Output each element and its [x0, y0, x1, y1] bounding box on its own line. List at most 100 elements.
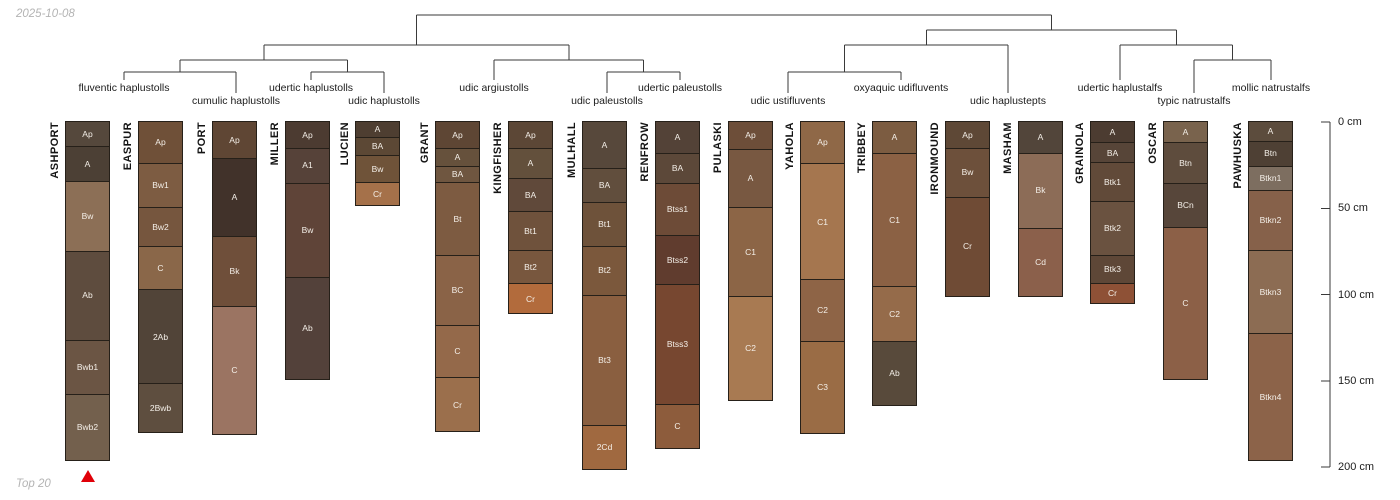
profile-name-label: IRONMOUND [929, 122, 941, 195]
soil-profile-grainola: GRAINOLA A BA Btk1 Btk2 Btk3 Cr [1074, 121, 1135, 304]
horizon-label: Btn [1179, 157, 1192, 168]
soil-profile-renfrow: RENFROW A BA Btss1 Btss2 Btss3 C [639, 121, 700, 449]
horizon-label: BCn [1177, 199, 1194, 210]
soil-horizon: A [1090, 121, 1135, 144]
horizon-label: Cr [453, 399, 462, 410]
horizon-label: C2 [745, 343, 756, 353]
soil-horizon: Cr [508, 283, 553, 315]
soil-horizon: Ap [138, 121, 183, 165]
profile-name-label: MASHAM [1002, 122, 1014, 174]
soil-profile-kingfisher: KINGFISHER Ap A BA Bt1 Bt2 Cr [492, 121, 553, 315]
depth-tick-label: 50 cm [1338, 202, 1368, 215]
soil-horizon: C2 [728, 295, 773, 401]
horizon-label: Cr [1108, 288, 1117, 299]
profile-name-label: YAHOLA [784, 122, 796, 170]
soil-horizon: A [655, 121, 700, 154]
horizon-label: A [1109, 126, 1116, 137]
taxon-label: oxyaquic udifluvents [853, 82, 949, 94]
horizon-label: Ap [962, 129, 973, 140]
horizon-label: Btk1 [1103, 176, 1121, 187]
taxon-label: udic haplustolls [348, 95, 420, 107]
soil-horizon: Bk [212, 236, 257, 307]
soil-horizon: Bw [945, 147, 990, 198]
soil-horizon: Cd [1018, 227, 1063, 297]
horizon-label: BA [451, 168, 464, 179]
horizon-label: BA [671, 163, 684, 174]
horizon-label: Btss2 [666, 255, 689, 266]
horizon-label: Bt2 [598, 265, 611, 276]
horizon-label: C1 [817, 216, 828, 227]
horizon-label: BA [371, 141, 384, 152]
depth-tick-label: 0 cm [1338, 116, 1362, 128]
soil-profile-port: PORT Ap A Bk C [196, 121, 257, 436]
taxon-label: udertic haplustolls [268, 82, 354, 94]
soil-horizon: C [1163, 226, 1208, 381]
profile-name-label: OSCAR [1147, 122, 1159, 164]
horizon-label: A [527, 157, 534, 168]
soil-horizon: C1 [800, 163, 845, 281]
soil-horizon: A [212, 157, 257, 238]
soil-horizon: BA [508, 177, 553, 213]
horizon-label: Cd [1035, 256, 1046, 267]
soil-horizon: A [582, 121, 627, 170]
horizon-label: Btss3 [666, 339, 689, 350]
soil-horizon: Ab [285, 276, 330, 381]
horizon-label: 2Cd [596, 441, 613, 452]
soil-horizon: Cr [945, 196, 990, 297]
horizon-label: C2 [817, 305, 828, 316]
horizon-label: Ap [745, 130, 756, 141]
soil-horizon: Ap [945, 121, 990, 149]
horizon-label: Bw [961, 167, 974, 178]
soil-horizon: C [212, 306, 257, 436]
soil-horizon: Ab [872, 340, 917, 407]
soil-horizon: C [435, 324, 480, 379]
soil-horizon: Btss2 [655, 235, 700, 286]
soil-horizon: 2Bwb [138, 383, 183, 434]
soil-horizon: Btkn2 [1248, 190, 1293, 251]
soil-horizon: C3 [800, 340, 845, 434]
horizon-label: Btkn1 [1259, 173, 1282, 184]
soil-profile-yahola: YAHOLA Ap C1 C2 C3 [784, 121, 845, 434]
horizon-label: Bwb2 [76, 422, 99, 433]
horizon-label: Btkn3 [1259, 286, 1282, 297]
horizon-label: C [454, 346, 461, 357]
horizon-label: Cr [963, 241, 972, 252]
horizon-label: Btkn4 [1259, 391, 1282, 402]
horizon-label: A [1182, 126, 1189, 137]
soil-profile-oscar: OSCAR A Btn BCn C [1147, 121, 1208, 381]
horizon-label: C1 [889, 214, 900, 225]
soil-horizon: Bw [65, 181, 110, 252]
horizon-label: Bt1 [598, 218, 611, 229]
soil-horizon: Ab [65, 250, 110, 341]
soil-profile-easpur: EASPUR Ap Bw1 Bw2 C 2Ab 2Bwb [122, 121, 183, 434]
horizon-label: A [231, 192, 238, 203]
soil-profile-ironmound: IRONMOUND Ap Bw Cr [929, 121, 990, 297]
soil-horizon: Btk2 [1090, 200, 1135, 256]
soil-horizon: C2 [800, 279, 845, 342]
profile-name-label: PAWHUSKA [1232, 122, 1244, 189]
horizon-label: Cr [526, 293, 535, 304]
horizon-label: C [1182, 298, 1189, 309]
soil-horizon: Bt1 [508, 211, 553, 251]
taxon-label: fluventic haplustolls [78, 82, 170, 94]
soil-horizon: Bt [435, 181, 480, 256]
horizon-label: BC [451, 285, 464, 296]
horizon-label: Btkn2 [1259, 215, 1282, 226]
horizon-label: Ap [817, 137, 828, 148]
soil-profile-lucien: LUCIEN A BA Bw Cr [339, 121, 400, 206]
soil-horizon: Ap [508, 121, 553, 149]
soil-horizon: Bwb1 [65, 339, 110, 395]
horizon-label: Ap [525, 129, 536, 140]
soil-horizon: Ap [435, 121, 480, 149]
soil-horizon: BA [582, 168, 627, 203]
soil-horizon: BA [435, 165, 480, 183]
soil-horizon: Btss3 [655, 284, 700, 406]
horizon-label: Bw2 [152, 221, 169, 232]
taxon-label: udic haplustepts [970, 95, 1046, 107]
horizon-label: Ab [82, 290, 93, 301]
soil-horizon: A [65, 145, 110, 183]
taxon-label: udic argiustolls [459, 82, 529, 94]
soil-horizon: A [508, 147, 553, 179]
taxon-label: typic natrustalfs [1157, 95, 1231, 107]
horizon-label: A [1267, 126, 1274, 137]
